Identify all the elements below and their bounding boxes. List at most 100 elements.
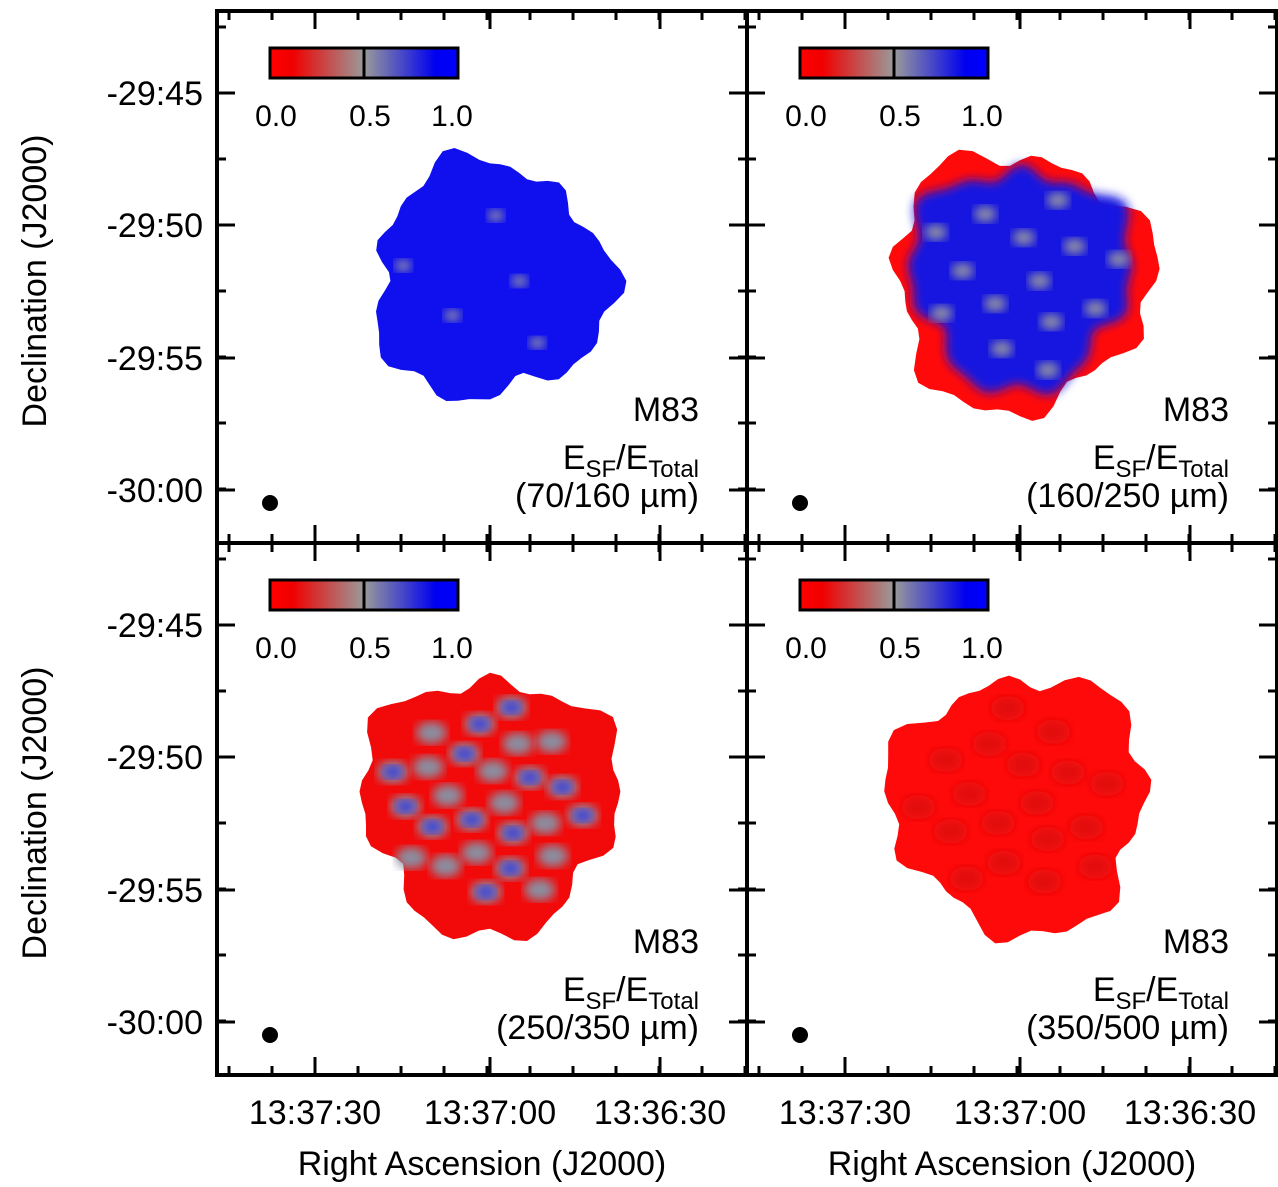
map-spot — [461, 841, 493, 864]
map-spot — [951, 262, 974, 279]
bands-label: (350/500 µm) — [1026, 1009, 1229, 1047]
map-spot — [502, 732, 534, 755]
ratio-map — [884, 675, 1152, 944]
map-spot — [528, 336, 546, 349]
ratio-subscript: Total — [1178, 988, 1229, 1015]
ratio-text: E — [1093, 971, 1116, 1009]
map-spot — [1084, 300, 1107, 317]
ratio-map — [888, 149, 1160, 421]
map-spot — [487, 209, 505, 222]
colorbar-label: 0.5 — [349, 632, 391, 665]
ratio-text: /E — [1146, 439, 1178, 477]
beam — [262, 1027, 278, 1043]
map-spot — [928, 747, 963, 772]
map-spot — [1027, 869, 1062, 894]
map-spot — [501, 700, 522, 715]
map-spot — [1028, 273, 1051, 289]
map-spot — [461, 813, 482, 827]
colorbar-label: 0.5 — [349, 100, 391, 133]
panel: 0.0 0.5 1.0 M83 ESF/ETotal(160/250 µm) — [745, 9, 1278, 545]
map-spot — [537, 844, 569, 867]
map-spot — [488, 792, 520, 814]
object-label: M83 — [633, 391, 699, 429]
y-tick-label: -30:00 — [107, 1004, 203, 1042]
colorbar-label: 1.0 — [961, 632, 1003, 665]
map-spot — [415, 721, 447, 744]
x-tick-label: 13:37:00 — [424, 1094, 556, 1132]
ratio-text: E — [563, 439, 586, 477]
map-spot — [422, 820, 443, 834]
y-axis-title: Declination (J2000) — [16, 667, 54, 960]
ratio-text: /E — [616, 439, 648, 477]
colorbar-label: 0.0 — [255, 632, 297, 665]
y-tick-label: -29:50 — [107, 739, 203, 777]
map-spot — [972, 731, 1007, 756]
ratio-text: E — [563, 971, 586, 1009]
x-axis-title: Right Ascension (J2000) — [298, 1145, 667, 1183]
ratio-subscript: SF — [1116, 456, 1147, 483]
colorbar-label: 0.5 — [879, 632, 921, 665]
object-label: M83 — [1163, 391, 1229, 429]
map-spot — [1078, 854, 1113, 879]
ratio-map — [376, 148, 627, 401]
x-tick-label: 13:37:30 — [779, 1094, 911, 1132]
map-spot — [924, 224, 947, 241]
y-tick-label: -29:55 — [107, 340, 203, 378]
map-spot — [1046, 192, 1070, 209]
map-spot — [934, 819, 968, 844]
colorbar-label: 1.0 — [431, 632, 473, 665]
ratio-subscript: Total — [1178, 456, 1229, 483]
map-spot — [1020, 791, 1054, 815]
y-tick-label: -29:55 — [107, 872, 203, 910]
bands-label: (70/160 µm) — [515, 477, 699, 515]
colorbar-label: 1.0 — [961, 100, 1003, 133]
ratio-label: ESF/ETotal — [1093, 971, 1229, 1015]
ratio-label: ESF/ETotal — [563, 971, 699, 1015]
y-tick-label: -29:50 — [107, 207, 203, 245]
map-spot — [1030, 827, 1065, 852]
map-spot — [987, 850, 1021, 875]
colorbar-label: 0.0 — [255, 100, 297, 133]
colorbar-label: 1.0 — [431, 100, 473, 133]
panel: 0.0 0.5 1.0 M83 ESF/ETotal(70/160 µm) — [215, 9, 749, 545]
ratio-subscript: SF — [586, 988, 617, 1015]
y-tick-label: -29:45 — [107, 75, 203, 113]
galaxy-core — [907, 164, 1133, 395]
map-spot — [412, 756, 444, 779]
map-spot — [1036, 719, 1071, 744]
map-spot — [524, 878, 556, 901]
colorbar-label: 0.5 — [879, 100, 921, 133]
y-axis-title: Declination (J2000) — [16, 135, 54, 428]
ratio-label: ESF/ETotal — [1093, 439, 1229, 483]
map-spot — [432, 784, 464, 807]
map-spot — [950, 866, 984, 891]
map-spot — [1012, 229, 1036, 246]
map-spot — [990, 340, 1013, 357]
map-spot — [520, 770, 540, 785]
map-spot — [1090, 771, 1124, 796]
y-tick-label: -29:45 — [107, 607, 203, 645]
beam — [792, 495, 808, 511]
map-spot — [981, 811, 1015, 836]
map-spot — [536, 730, 567, 753]
panel-frame — [745, 541, 1278, 1077]
map-spot — [1069, 815, 1104, 840]
map-spot — [395, 799, 416, 814]
map-spot — [952, 782, 987, 807]
colorbar-label: 0.0 — [785, 100, 827, 133]
galaxy — [376, 148, 627, 401]
map-spot — [1040, 313, 1063, 330]
map-spot — [529, 812, 561, 835]
x-tick-label: 13:37:30 — [249, 1094, 381, 1132]
map-spot — [1107, 251, 1130, 268]
ratio-subscript: Total — [648, 988, 699, 1015]
x-tick-label: 13:37:00 — [954, 1094, 1086, 1132]
map-spot — [469, 717, 490, 731]
map-spot — [1036, 362, 1060, 379]
x-axis-title: Right Ascension (J2000) — [828, 1145, 1197, 1183]
map-spot — [1051, 760, 1085, 785]
ratio-map — [359, 672, 621, 941]
map-spot — [475, 885, 496, 899]
map-spot — [454, 747, 475, 761]
